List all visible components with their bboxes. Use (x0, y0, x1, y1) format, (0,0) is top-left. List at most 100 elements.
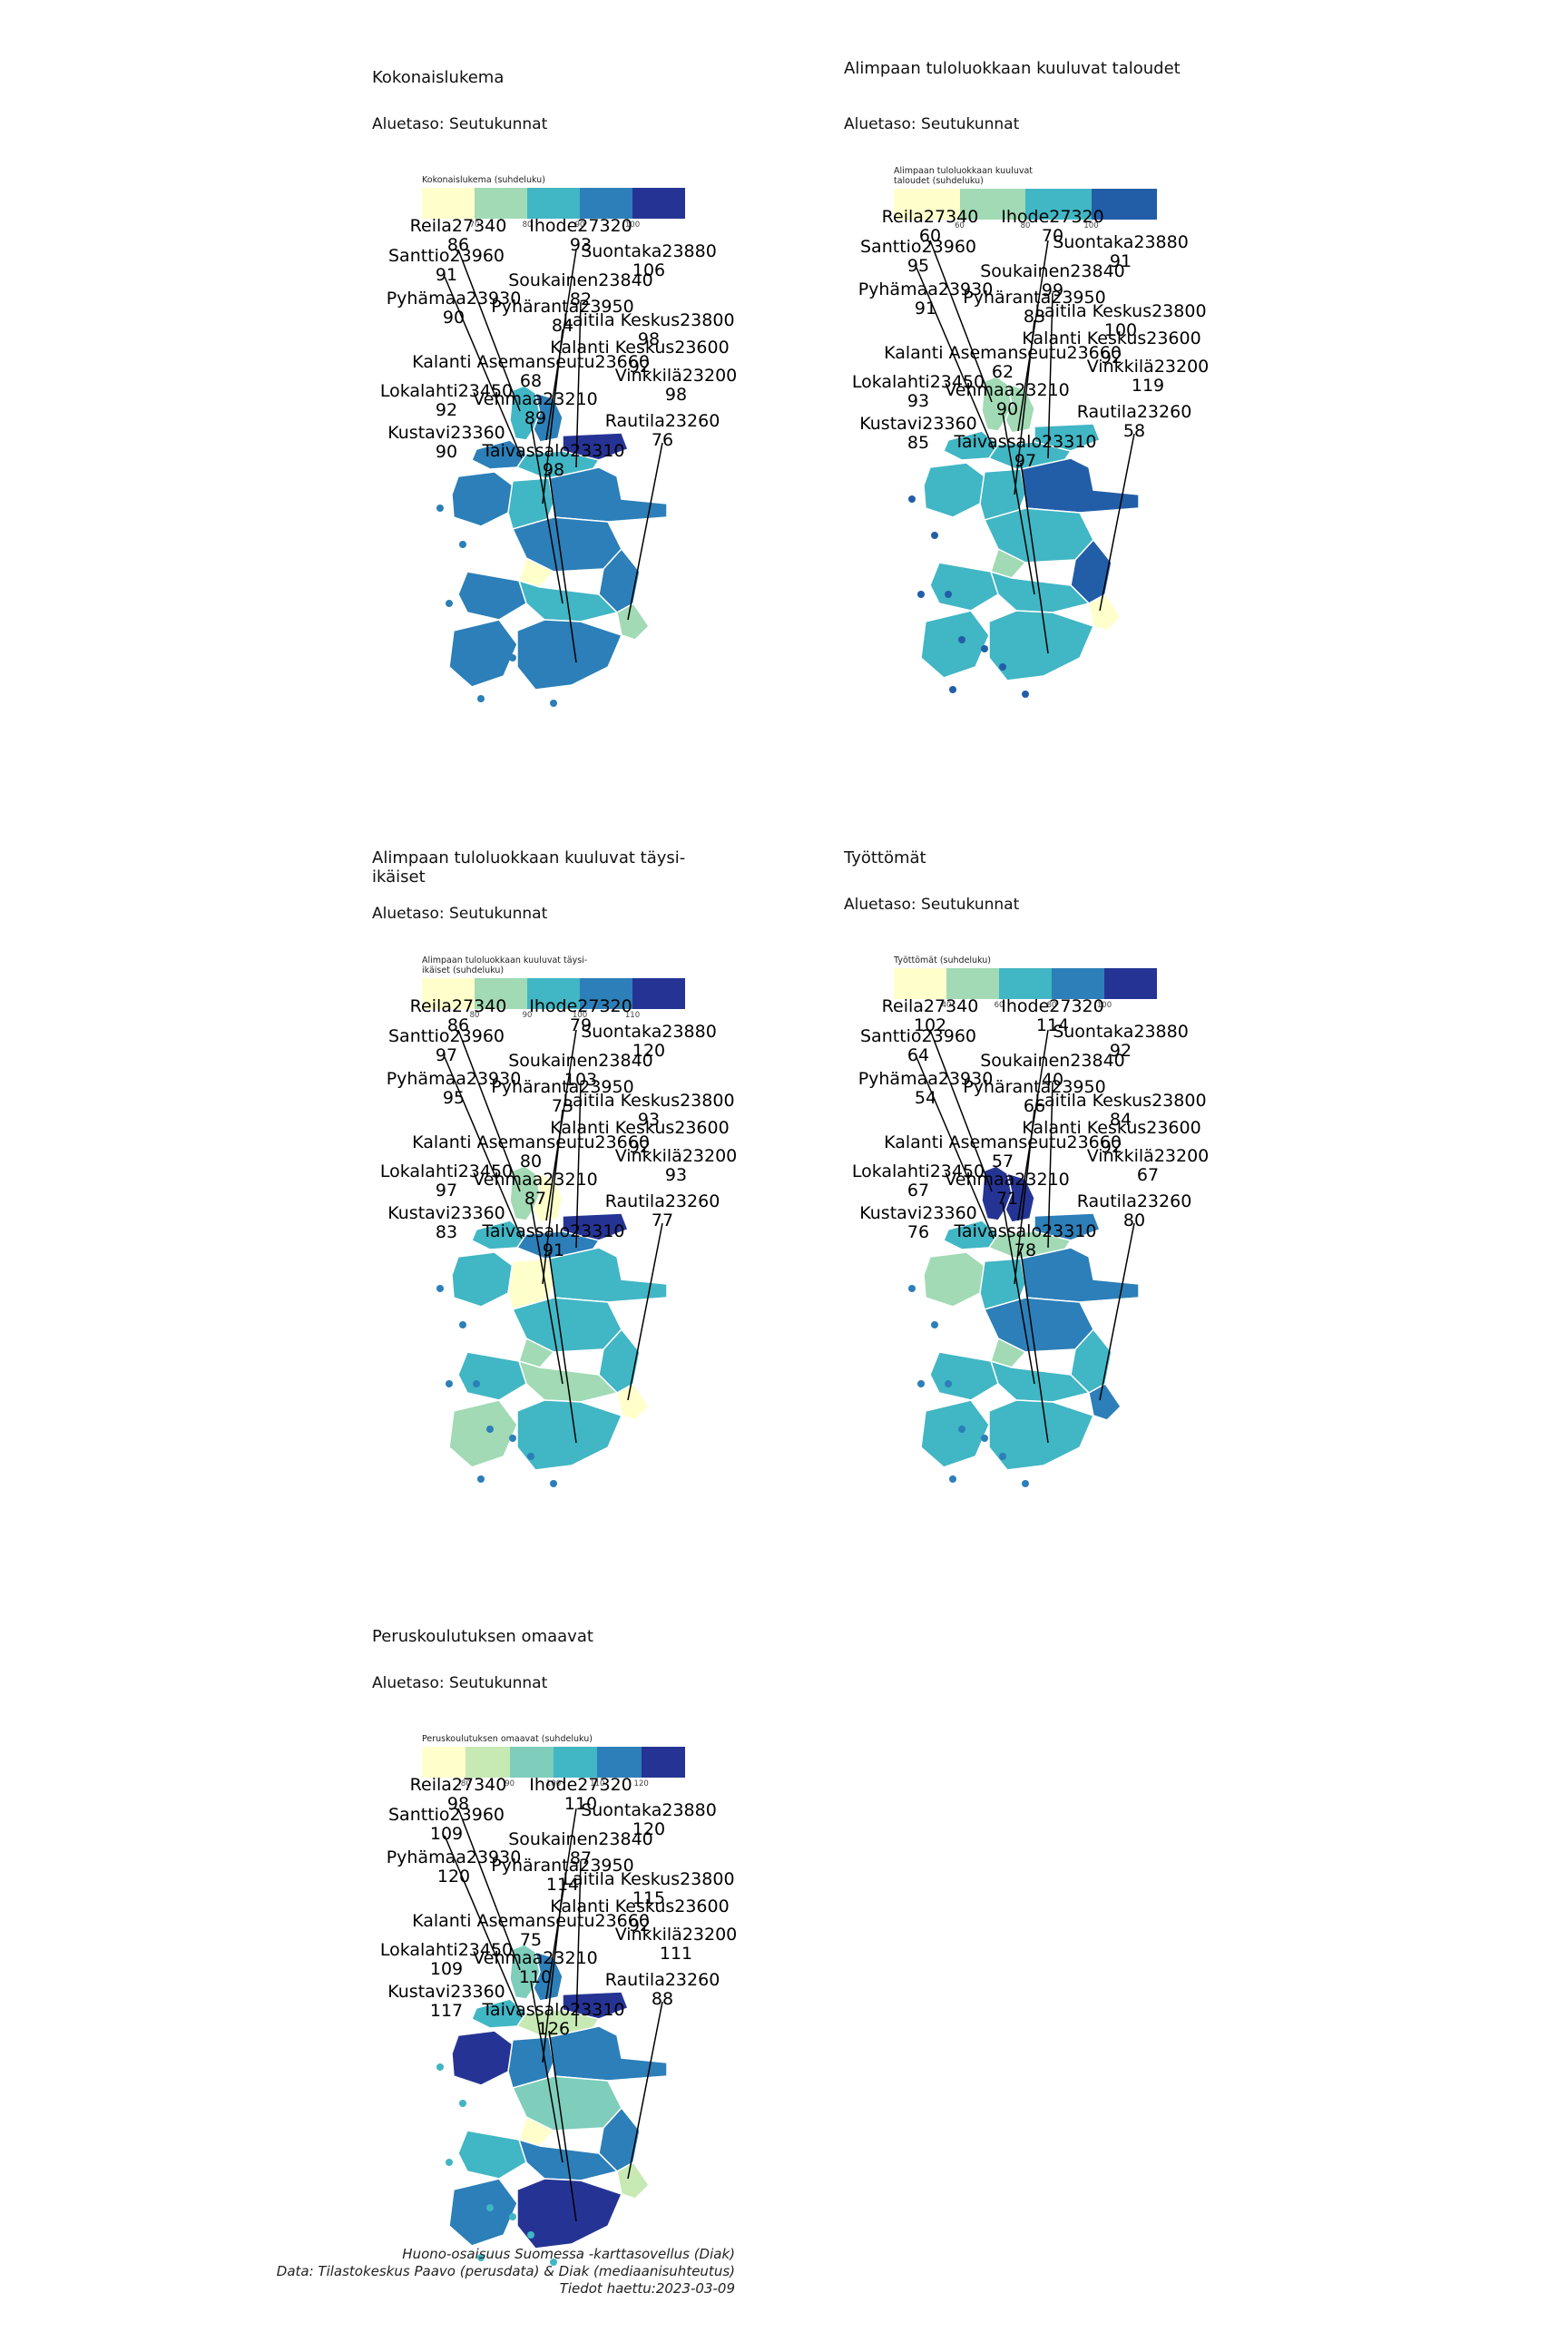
region-taivassalo23310 (516, 1399, 623, 1471)
region-value-label: 91 (543, 1240, 564, 1260)
region-name-label: Vinkkilä23200 (1087, 357, 1210, 377)
label-leader-line (1002, 1201, 1035, 1385)
region-value-label: 86 (447, 235, 469, 255)
island-shape (550, 2259, 557, 2266)
region-value-label: 91 (915, 299, 936, 318)
region-value-label: 92 (1101, 1137, 1122, 1157)
island-shape (917, 1380, 925, 1387)
legend-swatch (422, 188, 475, 219)
label-leader-line (1099, 1222, 1135, 1401)
region-value-label: 92 (629, 1137, 651, 1157)
region-value-label: 103 (564, 1070, 597, 1090)
region-value-label: 82 (570, 289, 592, 309)
region-name-label: Reila27340 (882, 996, 979, 1016)
label-leader-line (457, 249, 521, 412)
region-name-label: Taivassalo23310 (481, 2000, 624, 2020)
region-value-label: 90 (996, 399, 1018, 419)
legend-tick-label: 120 (633, 1779, 649, 1788)
island-shape (436, 505, 444, 512)
region-name-label: Kalanti Keskus23600 (1022, 1118, 1200, 1138)
label-leader-line (916, 1056, 995, 1240)
island-shape (931, 1321, 938, 1328)
region-lokalahti23450 (457, 2130, 527, 2180)
legend-swatch (466, 1747, 510, 1778)
label-leader-line (457, 1808, 521, 1971)
legend-title: Kokonaislukema (suhdeluku) (422, 175, 545, 185)
region-name-label: Kalanti Asemanseutu23660 (412, 1911, 650, 1931)
region-name-label: Laitila Keskus23800 (563, 310, 734, 330)
panel-title: Alimpaan tuloluokkaan kuuluvat täysi-ikä… (372, 848, 686, 887)
legend-swatch (553, 1747, 598, 1778)
region-value-label: 67 (1137, 1165, 1159, 1185)
region-name-label: Suontaka23880 (581, 1800, 717, 1820)
region-value-label: 92 (629, 1916, 651, 1936)
region-value-label: 115 (632, 1888, 665, 1908)
region-taivassalo23310 (516, 619, 623, 691)
region-value-label: 86 (447, 1015, 469, 1035)
region-value-label: 120 (632, 1819, 665, 1839)
island-shape (477, 695, 485, 702)
region-value-label: 76 (907, 1222, 929, 1242)
color-legend: Työttömät (suhdeluku) 40 60 80 100 (894, 956, 1157, 1012)
region-value-label: 57 (992, 1152, 1014, 1171)
legend-swatch (580, 978, 632, 1009)
panel-title: Kokonaislukema (372, 68, 505, 87)
island-shape (999, 663, 1006, 671)
region-name-label: Reila27340 (882, 207, 979, 227)
region-value-label: 91 (436, 265, 457, 285)
region-name-label: Lokalahti23450 (380, 1940, 513, 1960)
island-shape (958, 636, 965, 643)
region-name-label: Pyhämaa23930 (858, 279, 994, 299)
region-value-label: 83 (436, 1222, 457, 1242)
island-shape (509, 1435, 516, 1442)
region-name-label: Kalanti Keskus23600 (550, 1896, 729, 1916)
label-leader-line (1014, 319, 1035, 495)
region-value-label: 102 (914, 1015, 946, 1035)
legend-swatch (641, 1747, 685, 1778)
region-value-label: 92 (629, 357, 651, 377)
legend-color-bar (422, 188, 685, 219)
island-shape (446, 600, 453, 607)
region-name-label: Pyhämaa23930 (858, 1069, 994, 1089)
legend-tick-label: 100 (624, 220, 641, 230)
legend-tick-label: 80 (1046, 1001, 1057, 1010)
region-name-label: Santtio23960 (388, 1805, 505, 1825)
island-shape (908, 495, 916, 503)
region-pyhämaa23930 (923, 462, 985, 518)
label-leader-line (916, 267, 995, 450)
label-leader-line (542, 1887, 564, 2063)
region-name-label: Lokalahti23450 (380, 381, 513, 401)
region-name-label: Kustavi23360 (387, 1203, 505, 1223)
legend-swatch (509, 1747, 554, 1778)
region-value-label: 97 (436, 1045, 457, 1065)
region-name-label: Laitila Keskus23800 (563, 1091, 734, 1111)
region-lokalahti23450 (457, 571, 527, 621)
legend-swatch (632, 188, 685, 219)
legend-swatch (946, 968, 999, 999)
island-shape (477, 1475, 485, 1483)
region-name-label: Pyhämaa23930 (387, 289, 522, 309)
legend-swatch (999, 968, 1052, 999)
legend-tick-label: 80 (522, 220, 533, 230)
legend-color-bar (894, 968, 1157, 999)
region-name-label: Santtio23960 (388, 1026, 505, 1046)
region-value-label: 83 (1024, 307, 1045, 327)
region-name-label: Vinkkilä23200 (1087, 1146, 1210, 1166)
region-name-label: Ihode27320 (529, 996, 632, 1016)
region-name-label: Taivassalo23310 (481, 1221, 624, 1241)
color-legend: Kokonaislukema (suhdeluku) 70 80 90 100 (422, 175, 685, 231)
region-value-label: 98 (447, 1794, 469, 1814)
label-leader-line (929, 240, 993, 403)
region-name-label: Kalanti Keskus23600 (1022, 328, 1200, 348)
island-shape (459, 1321, 466, 1328)
legend-color-bar (894, 189, 1157, 220)
label-leader-line (575, 301, 582, 468)
map-panel-3: Alimpaan tuloluokkaan kuuluvat täysi-ikä… (372, 848, 844, 1538)
region-laitila-keskus23800 (548, 1247, 668, 1303)
region-name-label: Reila27340 (410, 996, 507, 1016)
label-leader-line (444, 1056, 523, 1240)
region-name-label: Taivassalo23310 (953, 1221, 1096, 1241)
panel-title: Alimpaan tuloluokkaan kuuluvat taloudet (844, 59, 1181, 78)
legend-swatch (580, 188, 632, 219)
